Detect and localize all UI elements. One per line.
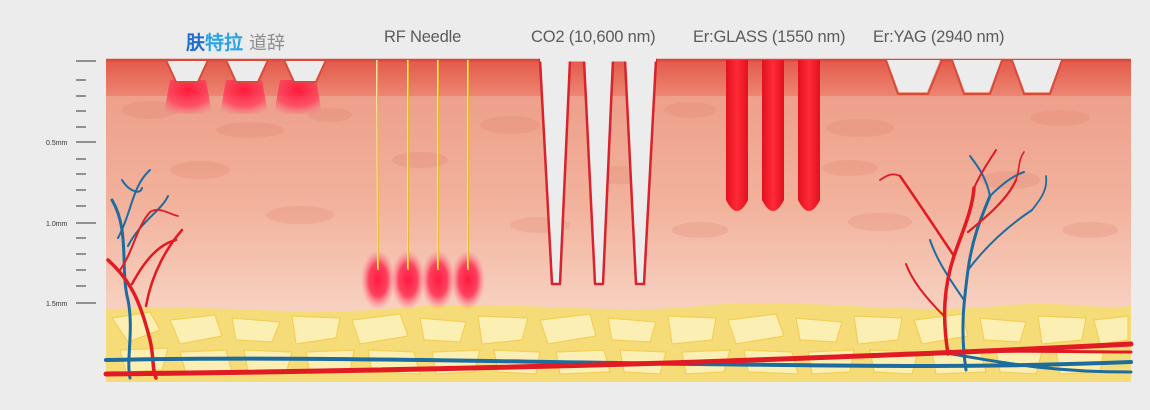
rf-needles <box>376 59 469 271</box>
brand-part-1: 肤 <box>186 33 206 54</box>
brand-ablation-craters <box>164 59 328 83</box>
brand-part-3: 道辞 <box>249 33 286 53</box>
scale-label-1-5mm: 1.5mm <box>46 301 68 308</box>
epidermis-layer <box>106 60 1131 96</box>
brand-logo: 肤特拉 道辞 <box>186 28 285 55</box>
treatment-labels: 肤特拉 道辞 RF Needle CO2 (10,600 nm) Er:GLASS… <box>0 0 1150 56</box>
depth-scale <box>76 60 96 304</box>
left-vessel-tree <box>106 169 184 380</box>
er-yag-craters <box>885 59 1063 95</box>
er-glass-laser-beams <box>726 60 820 211</box>
rf-needle-heat-zones <box>361 250 485 310</box>
label-rf-needle: RF Needle <box>384 28 462 46</box>
deep-blood-vessels <box>103 341 1134 377</box>
label-er-yag: Er:YAG (2940 nm) <box>873 28 1005 46</box>
label-er-glass: Er:GLASS (1550 nm) <box>693 28 846 46</box>
label-co2: CO2 (10,600 nm) <box>531 28 656 46</box>
brand-part-2: 特拉 <box>205 33 244 54</box>
co2-laser-channels <box>538 58 658 286</box>
scale-label-1-0mm: 1.0mm <box>46 221 68 228</box>
right-vessel-tree <box>879 149 1048 372</box>
scale-label-0-5mm: 0.5mm <box>46 140 68 147</box>
radiofrequency-heat-zones <box>164 80 322 114</box>
